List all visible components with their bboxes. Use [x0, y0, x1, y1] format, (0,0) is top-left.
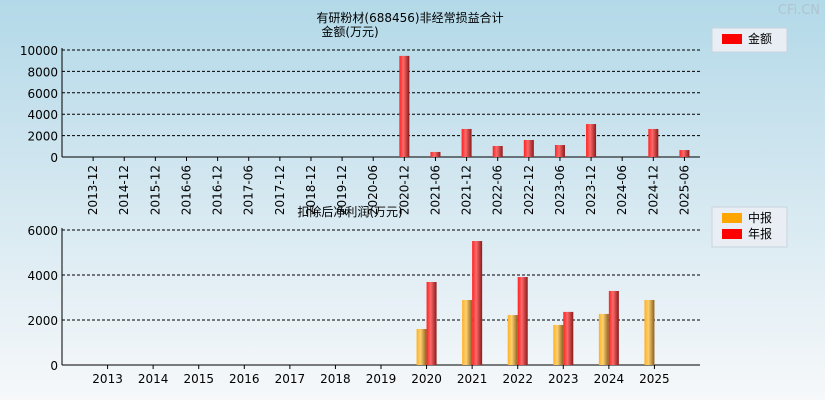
bar-金额: [554, 145, 565, 157]
x-tick-label: 2017: [275, 372, 306, 386]
x-tick-label: 2019: [366, 372, 397, 386]
x-tick-label: 2020: [411, 372, 442, 386]
x-tick-label: 2021-12: [460, 165, 474, 215]
x-tick-label: 2025-06: [677, 165, 691, 215]
bar-金额: [679, 150, 690, 157]
legend-swatch: [722, 229, 742, 239]
bar-金额: [399, 55, 410, 158]
bar-金额: [523, 139, 534, 157]
legend-label: 金额: [748, 31, 772, 46]
bar-年报: [517, 277, 528, 365]
bar-年报: [563, 311, 574, 365]
x-tick-label: 2014-12: [117, 165, 131, 215]
x-tick-label: 2024-12: [646, 165, 660, 215]
x-tick-label: 2023-06: [553, 165, 567, 215]
bar-金额: [586, 124, 597, 157]
x-tick-label: 2016-06: [179, 165, 193, 215]
bar-中报: [507, 315, 518, 365]
x-tick-label: 2015: [183, 372, 214, 386]
bar-年报: [472, 241, 483, 365]
y-tick-label: 6000: [27, 224, 58, 238]
y-tick-label: 4000: [27, 108, 58, 122]
x-tick-label: 2022-06: [491, 165, 505, 215]
bar-中报: [553, 324, 564, 365]
x-tick-label: 2016: [229, 372, 260, 386]
x-tick-label: 2018: [320, 372, 351, 386]
legend-swatch: [722, 34, 742, 44]
chart2-title: 扣除后净利润(万元): [297, 204, 402, 219]
bar-中报: [462, 299, 473, 365]
legend-label: 中报: [748, 210, 772, 225]
bar-金额: [492, 145, 503, 157]
x-tick-label: 2023-12: [584, 165, 598, 215]
x-tick-label: 2024: [594, 372, 625, 386]
bar-金额: [461, 128, 472, 157]
x-tick-label: 2022: [502, 372, 533, 386]
x-tick-label: 2017-06: [242, 165, 256, 215]
chart1-ylabel: 金额(万元): [321, 24, 378, 39]
x-tick-label: 2014: [138, 372, 169, 386]
bar-中报: [416, 329, 427, 365]
x-tick-label: 2021: [457, 372, 488, 386]
y-tick-label: 2000: [27, 314, 58, 328]
x-tick-label: 2023: [548, 372, 579, 386]
x-tick-label: 2020-06: [366, 165, 380, 215]
y-tick-label: 10000: [20, 44, 58, 58]
chart1-title: 有研粉材(688456)非经常损益合计: [316, 10, 503, 25]
legend-swatch: [722, 213, 742, 223]
watermark: CFi.CN: [778, 3, 820, 18]
y-tick-label: 2000: [27, 130, 58, 144]
bar-中报: [644, 299, 655, 365]
bar-年报: [608, 290, 619, 365]
x-tick-label: 2016-12: [211, 165, 225, 215]
x-tick-label: 2024-06: [615, 165, 629, 215]
bar-年报: [426, 281, 437, 365]
bar-金额: [430, 151, 441, 157]
x-tick-label: 2018-12: [304, 165, 318, 215]
x-tick-label: 2022-12: [522, 165, 536, 215]
y-tick-label: 8000: [27, 65, 58, 79]
x-tick-label: 2025: [639, 372, 670, 386]
x-tick-label: 2017-12: [273, 165, 287, 215]
x-tick-label: 2013-12: [86, 165, 100, 215]
x-tick-label: 2021-06: [428, 165, 442, 215]
x-tick-label: 2020-12: [397, 165, 411, 215]
x-tick-label: 2015-12: [148, 165, 162, 215]
legend-label: 年报: [748, 226, 772, 241]
bar-中报: [598, 313, 609, 365]
bar-金额: [648, 128, 659, 157]
y-tick-label: 0: [50, 359, 58, 373]
y-tick-label: 0: [50, 151, 58, 165]
x-tick-label: 2013: [92, 372, 123, 386]
y-tick-label: 4000: [27, 269, 58, 283]
y-tick-label: 6000: [27, 87, 58, 101]
x-tick-label: 2019-12: [335, 165, 349, 215]
